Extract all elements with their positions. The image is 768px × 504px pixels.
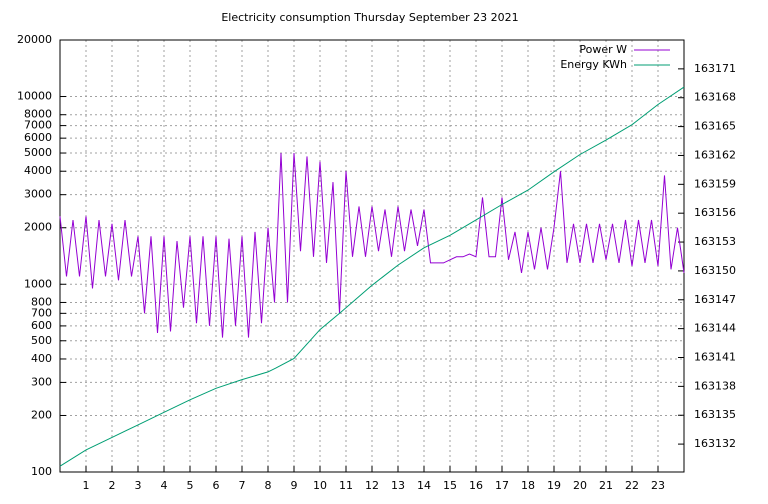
y-tick-label: 4000 bbox=[24, 164, 52, 177]
y2-tick-label: 163171 bbox=[694, 62, 736, 75]
x-tick-label: 12 bbox=[365, 479, 379, 492]
x-tick-label: 23 bbox=[651, 479, 665, 492]
y-tick-label: 300 bbox=[31, 375, 52, 388]
y-tick-label: 7000 bbox=[24, 119, 52, 132]
x-tick-label: 20 bbox=[573, 479, 587, 492]
x-tick-label: 11 bbox=[339, 479, 353, 492]
y-tick-label: 6000 bbox=[24, 131, 52, 144]
x-tick-label: 7 bbox=[239, 479, 246, 492]
series-line bbox=[59, 152, 685, 338]
x-tick-label: 13 bbox=[391, 479, 405, 492]
x-tick-label: 14 bbox=[417, 479, 431, 492]
x-tick-label: 3 bbox=[135, 479, 142, 492]
y2-tick-label: 163153 bbox=[694, 235, 736, 248]
x-tick-label: 21 bbox=[599, 479, 613, 492]
series-line bbox=[59, 86, 685, 467]
y2-tick-label: 163141 bbox=[694, 351, 736, 364]
x-tick-label: 15 bbox=[443, 479, 457, 492]
x-tick-label: 17 bbox=[495, 479, 509, 492]
y-tick-label: 5000 bbox=[24, 146, 52, 159]
x-tick-label: 5 bbox=[187, 479, 194, 492]
y-tick-label: 2000 bbox=[24, 221, 52, 234]
y-tick-label: 200 bbox=[31, 408, 52, 421]
plot-frame bbox=[59, 39, 685, 473]
y-tick-label: 500 bbox=[31, 334, 52, 347]
legend-label: Power W bbox=[579, 43, 627, 56]
x-tick-label: 19 bbox=[547, 479, 561, 492]
y2-tick-label: 163135 bbox=[694, 408, 736, 421]
x-tick-label: 6 bbox=[213, 479, 220, 492]
y-tick-label: 800 bbox=[31, 295, 52, 308]
y-tick-label: 100 bbox=[31, 465, 52, 478]
y2-tick-label: 163162 bbox=[694, 148, 736, 161]
y2-tick-label: 163168 bbox=[694, 91, 736, 104]
legend-label: Energy KWh bbox=[560, 58, 627, 71]
y-tick-label: 10000 bbox=[17, 90, 52, 103]
y-tick-label: 600 bbox=[31, 319, 52, 332]
x-tick-label: 9 bbox=[291, 479, 298, 492]
x-tick-label: 18 bbox=[521, 479, 535, 492]
y-tick-label: 1000 bbox=[24, 277, 52, 290]
y-tick-label: 20000 bbox=[17, 33, 52, 46]
y-tick-label: 8000 bbox=[24, 108, 52, 121]
y2-tick-label: 163144 bbox=[694, 322, 736, 335]
x-tick-label: 22 bbox=[625, 479, 639, 492]
x-tick-label: 1 bbox=[83, 479, 90, 492]
y-tick-label: 3000 bbox=[24, 188, 52, 201]
x-tick-label: 2 bbox=[109, 479, 116, 492]
x-tick-label: 4 bbox=[161, 479, 168, 492]
y-tick-label: 400 bbox=[31, 352, 52, 365]
x-tick-label: 8 bbox=[265, 479, 272, 492]
y2-tick-label: 163159 bbox=[694, 177, 736, 190]
y2-tick-label: 163132 bbox=[694, 437, 736, 450]
y2-tick-label: 163138 bbox=[694, 379, 736, 392]
y-tick-label: 700 bbox=[31, 306, 52, 319]
x-tick-label: 16 bbox=[469, 479, 483, 492]
x-tick-label: 10 bbox=[313, 479, 327, 492]
chart-title: Electricity consumption Thursday Septemb… bbox=[221, 11, 518, 24]
y2-tick-label: 163147 bbox=[694, 293, 736, 306]
y2-tick-label: 163165 bbox=[694, 120, 736, 133]
y2-tick-label: 163156 bbox=[694, 206, 736, 219]
y2-tick-label: 163150 bbox=[694, 264, 736, 277]
